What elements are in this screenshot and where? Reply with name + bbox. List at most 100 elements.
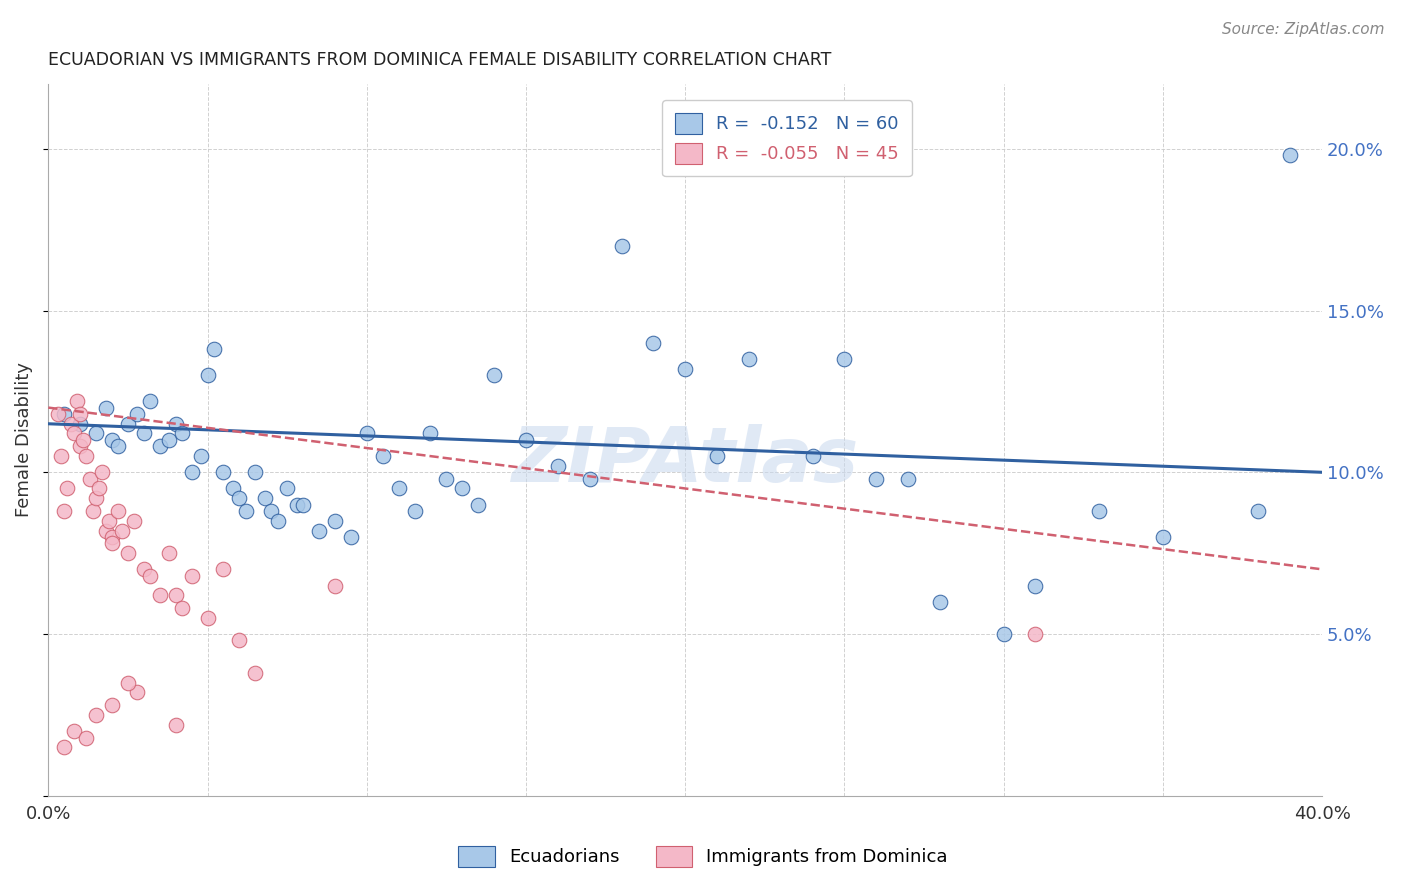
Point [49, 449, 72, 463]
Point [180, 465, 202, 479]
Point [69, 417, 91, 431]
Point [801, 449, 824, 463]
Point [993, 627, 1015, 641]
Point [79, 472, 101, 486]
Point [132, 562, 155, 576]
Point [292, 498, 315, 512]
Point [190, 449, 212, 463]
Point [89, 482, 111, 496]
Point [387, 482, 409, 496]
Text: ZIPAtlas: ZIPAtlas [512, 425, 859, 499]
Point [101, 536, 124, 550]
Point [323, 578, 346, 592]
Point [56, 482, 79, 496]
Point [419, 426, 441, 441]
Point [180, 569, 202, 583]
Point [404, 504, 426, 518]
Point [76, 731, 98, 745]
Point [610, 239, 633, 253]
Point [165, 717, 187, 731]
Point [117, 675, 139, 690]
Point [222, 482, 245, 496]
Point [1024, 578, 1046, 592]
Point [97, 514, 120, 528]
Point [94, 401, 117, 415]
Point [738, 352, 761, 367]
Point [91, 465, 114, 479]
Point [84, 707, 107, 722]
Point [482, 368, 505, 383]
Point [46, 407, 69, 421]
Point [69, 407, 91, 421]
Point [1247, 504, 1270, 518]
Point [62, 426, 84, 441]
Point [323, 514, 346, 528]
Point [547, 458, 569, 473]
Point [212, 465, 235, 479]
Point [76, 449, 98, 463]
Point [122, 514, 145, 528]
Point [107, 439, 129, 453]
Point [139, 569, 162, 583]
Point [340, 530, 363, 544]
Point [451, 482, 474, 496]
Point [132, 426, 155, 441]
Point [212, 562, 235, 576]
Point [139, 394, 162, 409]
Point [1024, 627, 1046, 641]
Point [228, 491, 250, 505]
Point [59, 417, 82, 431]
Point [157, 546, 180, 560]
Point [266, 514, 288, 528]
Point [276, 482, 298, 496]
Point [434, 472, 457, 486]
Point [101, 698, 124, 713]
Point [673, 361, 696, 376]
Point [371, 449, 394, 463]
Legend: R =  -0.152   N = 60, R =  -0.055   N = 45: R = -0.152 N = 60, R = -0.055 N = 45 [662, 100, 912, 177]
Point [149, 588, 172, 602]
Point [285, 498, 308, 512]
Point [643, 335, 665, 350]
Point [170, 426, 193, 441]
Point [578, 472, 600, 486]
Point [53, 504, 76, 518]
Point [117, 417, 139, 431]
Point [1088, 504, 1111, 518]
Text: ECUADORIAN VS IMMIGRANTS FROM DOMINICA FEMALE DISABILITY CORRELATION CHART: ECUADORIAN VS IMMIGRANTS FROM DOMINICA F… [48, 51, 832, 69]
Point [165, 417, 187, 431]
Point [107, 504, 129, 518]
Point [62, 724, 84, 739]
Point [245, 465, 267, 479]
Point [101, 433, 124, 447]
Point [101, 530, 124, 544]
Point [235, 504, 257, 518]
Point [245, 665, 267, 680]
Text: Source: ZipAtlas.com: Source: ZipAtlas.com [1222, 22, 1385, 37]
Point [84, 491, 107, 505]
Point [53, 407, 76, 421]
Point [929, 595, 952, 609]
Point [197, 368, 219, 383]
Point [467, 498, 489, 512]
Point [202, 343, 225, 357]
Point [66, 394, 89, 409]
Legend: Ecuadorians, Immigrants from Dominica: Ecuadorians, Immigrants from Dominica [451, 838, 955, 874]
Point [834, 352, 856, 367]
Point [865, 472, 887, 486]
Point [356, 426, 378, 441]
Point [127, 407, 149, 421]
Point [706, 449, 728, 463]
Point [84, 426, 107, 441]
Point [197, 611, 219, 625]
Point [165, 588, 187, 602]
Y-axis label: Female Disability: Female Disability [15, 362, 32, 517]
Point [260, 504, 283, 518]
Point [110, 524, 132, 538]
Point [1279, 148, 1302, 162]
Point [170, 601, 193, 615]
Point [308, 524, 330, 538]
Point [117, 546, 139, 560]
Point [897, 472, 920, 486]
Point [228, 633, 250, 648]
